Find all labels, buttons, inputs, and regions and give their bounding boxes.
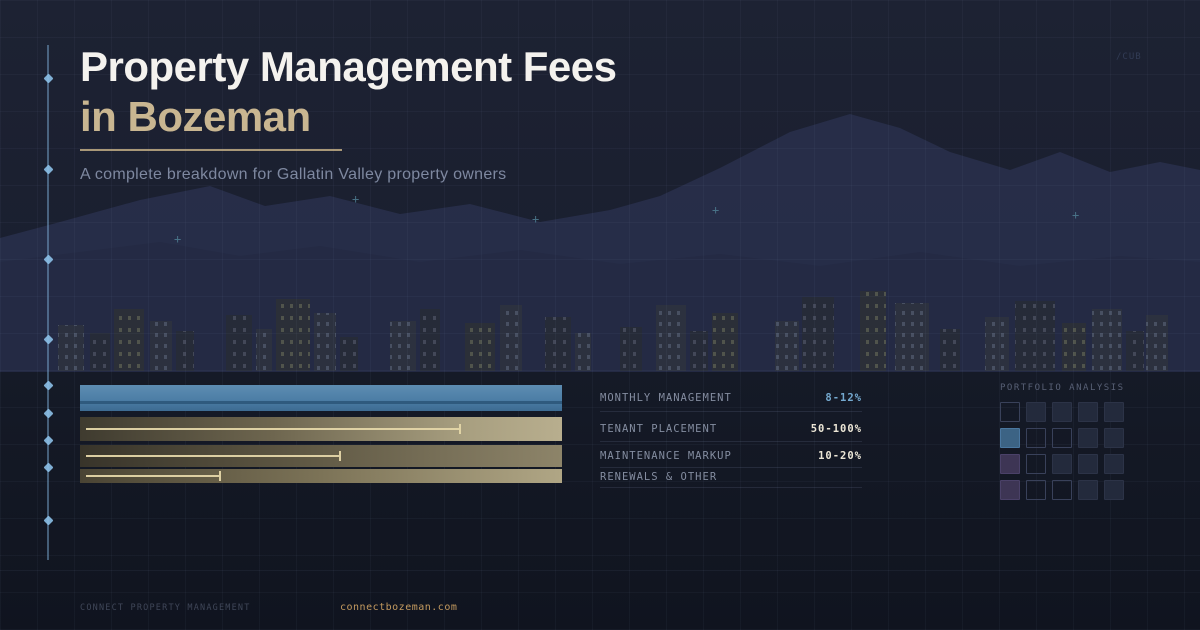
fee-gauge-tick (219, 471, 221, 481)
legend-value: 50-100% (810, 423, 862, 435)
legend-row: TENANT PLACEMENT 50-100% (600, 417, 862, 442)
fee-gauge (86, 424, 461, 434)
portfolio-cell (1052, 428, 1072, 448)
portfolio-cell (1078, 402, 1098, 422)
fee-gauge-tick (339, 451, 341, 461)
timeline-line (47, 45, 49, 560)
timeline-dot (43, 408, 54, 419)
footer-divider (0, 570, 1200, 571)
portfolio-cell (1104, 428, 1124, 448)
legend-label: MAINTENANCE MARKUP (600, 450, 732, 462)
page-title: Property Management Fees in Bozeman (80, 42, 617, 142)
fee-gauge (86, 451, 341, 461)
portfolio-cell (1052, 402, 1072, 422)
portfolio-cell (1026, 454, 1046, 474)
mountain-skyline-illustration (0, 114, 1200, 372)
header: Property Management Fees in Bozeman A co… (80, 42, 617, 184)
portfolio-cell (1078, 480, 1098, 500)
legend-row: MAINTENANCE MARKUP 10-20% (600, 445, 862, 468)
legend-label: MONTHLY MANAGEMENT (600, 392, 732, 404)
legend-label: RENEWALS & OTHER (600, 471, 718, 483)
fee-bar-renewals-other (80, 469, 562, 483)
plus-marker: + (532, 212, 540, 226)
legend-value: 10-20% (818, 450, 862, 462)
portfolio-grid (1000, 402, 1150, 500)
fee-bar-maintenance-markup (80, 445, 562, 467)
timeline-dot (43, 462, 54, 473)
plus-marker: + (174, 232, 182, 246)
legend-label: TENANT PLACEMENT (600, 423, 718, 435)
portfolio-cell (1078, 428, 1098, 448)
portfolio-cell (1026, 402, 1046, 422)
legend-row: MONTHLY MANAGEMENT 8-12% (600, 385, 862, 412)
footer-brand: CONNECT PROPERTY MANAGEMENT (80, 603, 251, 613)
page-title-line1: Property Management Fees (80, 43, 617, 90)
fee-bar-monthly-management (80, 385, 562, 411)
legend-row: RENEWALS & OTHER (600, 467, 862, 488)
city-skyline (58, 291, 1168, 371)
fee-gauge-tick (459, 424, 461, 434)
title-underline (80, 149, 342, 151)
fee-bar-tenant-placement (80, 417, 562, 441)
fee-gauge (86, 471, 221, 481)
portfolio-cell (1000, 428, 1020, 448)
portfolio-cell (1052, 454, 1072, 474)
timeline-dot (43, 435, 54, 446)
plus-marker: + (1072, 208, 1080, 222)
plus-marker: + (352, 192, 360, 206)
portfolio-cell (1000, 480, 1020, 500)
portfolio-cell (1104, 480, 1124, 500)
portfolio-cell (1078, 454, 1098, 474)
portfolio-cell (1000, 454, 1020, 474)
portfolio-analysis: PORTFOLIO ANALYSIS (1000, 383, 1150, 500)
portfolio-cell (1104, 454, 1124, 474)
page-subtitle: A complete breakdown for Gallatin Valley… (80, 166, 507, 183)
plus-marker: + (712, 203, 720, 217)
fee-bar-stripe (80, 401, 562, 404)
portfolio-cell (1026, 428, 1046, 448)
timeline-dot (43, 515, 54, 526)
timeline-dot (43, 380, 54, 391)
legend-value: 8-12% (825, 392, 862, 404)
ref-code: /CUB (1116, 52, 1142, 62)
portfolio-title: PORTFOLIO ANALYSIS (1000, 383, 1125, 393)
portfolio-cell (1026, 480, 1046, 500)
portfolio-cell (1000, 402, 1020, 422)
portfolio-cell (1104, 402, 1124, 422)
portfolio-cell (1052, 480, 1072, 500)
footer-url[interactable]: connectbozeman.com (340, 602, 458, 613)
page-title-line2: in Bozeman (80, 93, 311, 140)
